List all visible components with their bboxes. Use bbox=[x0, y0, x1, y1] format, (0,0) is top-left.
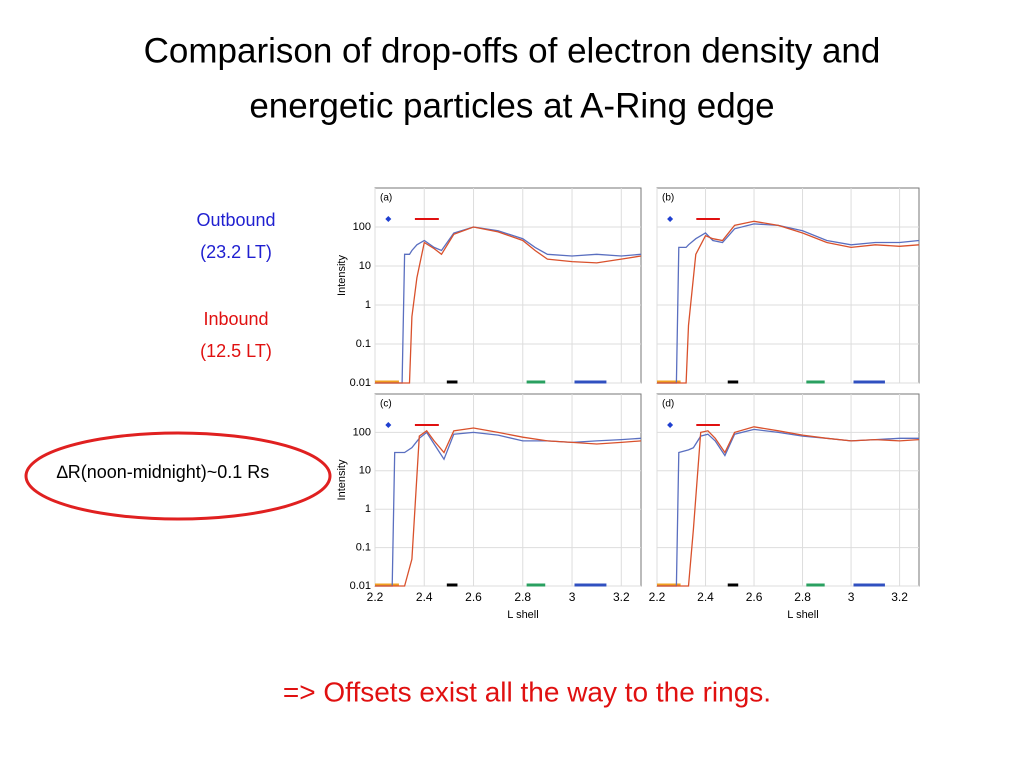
panel-label: (a) bbox=[380, 193, 392, 204]
x-tick-label: 2.8 bbox=[514, 590, 531, 604]
y-tick-label: 0.01 bbox=[350, 377, 371, 389]
x-tick-label: 2.2 bbox=[367, 590, 384, 604]
plot-area bbox=[374, 393, 642, 587]
y-axis-label: Intensity bbox=[336, 255, 348, 296]
x-tick-label: 2.6 bbox=[465, 590, 482, 604]
data-line bbox=[657, 220, 920, 384]
x-tick-label: 2.2 bbox=[649, 590, 666, 604]
y-tick-label: 100 bbox=[353, 221, 371, 233]
data-line bbox=[657, 426, 920, 587]
outbound-lt: (23.2 LT) bbox=[200, 242, 272, 262]
x-tick-label: 2.6 bbox=[746, 590, 763, 604]
delta-label: ∆R(noon-midnight)~0.1 Rs bbox=[57, 462, 270, 482]
y-tick-label: 10 bbox=[359, 465, 371, 477]
x-tick-label: 3.2 bbox=[891, 590, 908, 604]
marker-diamond bbox=[667, 422, 674, 428]
x-axis-label: L shell bbox=[507, 609, 538, 621]
marker-diamond bbox=[385, 422, 392, 428]
inbound-label: Inbound bbox=[203, 309, 268, 329]
y-tick-label: 0.1 bbox=[356, 542, 371, 554]
title: Comparison of drop-offs of electron dens… bbox=[144, 31, 881, 70]
x-tick-label: 2.4 bbox=[697, 590, 714, 604]
conclusion: => Offsets exist all the way to the ring… bbox=[283, 676, 771, 707]
marker-diamond bbox=[385, 216, 392, 222]
x-axis-label: L shell bbox=[787, 609, 818, 621]
inbound-lt: (12.5 LT) bbox=[200, 341, 272, 361]
data-line bbox=[375, 226, 642, 384]
data-line bbox=[375, 226, 642, 384]
x-tick-label: 3 bbox=[569, 590, 576, 604]
y-tick-label: 100 bbox=[353, 426, 371, 438]
y-tick-label: 10 bbox=[359, 260, 371, 272]
highlight-ellipse bbox=[24, 431, 332, 521]
y-tick-label: 0.1 bbox=[356, 338, 371, 350]
marker-diamond bbox=[667, 216, 674, 222]
data-line bbox=[657, 223, 920, 384]
plot-area bbox=[374, 187, 642, 384]
plot-area bbox=[656, 187, 920, 384]
x-tick-label: 3.2 bbox=[613, 590, 630, 604]
panel-label: (d) bbox=[662, 399, 674, 410]
y-tick-label: 1 bbox=[365, 503, 371, 515]
y-axis-label: Intensity bbox=[336, 459, 348, 500]
x-tick-label: 2.8 bbox=[794, 590, 811, 604]
y-tick-label: 0.01 bbox=[350, 580, 371, 592]
outbound-label: Outbound bbox=[196, 210, 275, 230]
panel-label: (c) bbox=[380, 399, 392, 410]
panel-label: (b) bbox=[662, 193, 674, 204]
x-tick-label: 2.4 bbox=[416, 590, 433, 604]
title: energetic particles at A-Ring edge bbox=[249, 86, 774, 125]
y-tick-label: 1 bbox=[365, 299, 371, 311]
x-tick-label: 3 bbox=[848, 590, 855, 604]
data-line bbox=[375, 427, 642, 587]
